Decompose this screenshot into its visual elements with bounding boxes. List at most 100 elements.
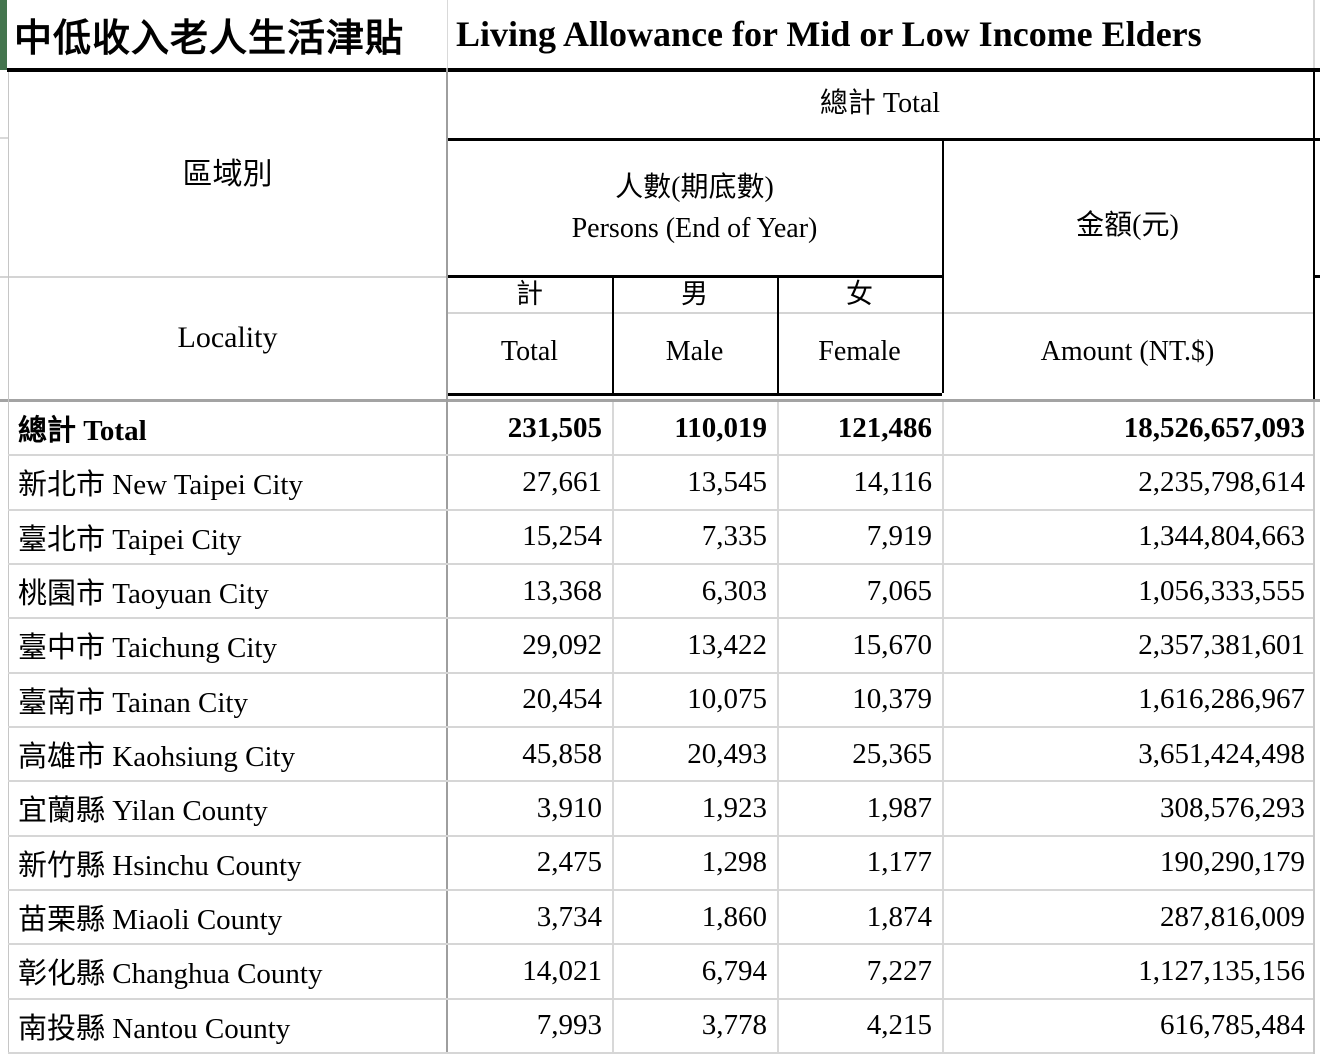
header-col-male-en[interactable]: Male [665, 336, 724, 368]
header-col-total-zh[interactable]: 計 [516, 278, 543, 309]
female-cell[interactable]: 1,177 [866, 846, 932, 879]
female-cell[interactable]: 1,874 [866, 900, 932, 933]
table-row: 新竹縣 Hsinchu County 2,475 1,298 1,177 190,290… [8, 837, 1313, 891]
subheader-separator [447, 312, 1313, 314]
total-cell[interactable]: 3,734 [536, 900, 602, 933]
total-cell[interactable]: 15,254 [522, 520, 602, 553]
male-cell[interactable]: 13,545 [687, 465, 767, 498]
amount-cell[interactable]: 616,785,484 [1160, 1009, 1305, 1042]
header-locality-zh[interactable]: 區域別 [182, 157, 273, 191]
female-cell[interactable]: 121,486 [837, 411, 932, 444]
window-edge-accent [0, 0, 7, 70]
table-row: 高雄市 Kaohsiung City 45,858 20,493 25,365 3,65… [8, 728, 1313, 783]
female-cell[interactable]: 7,227 [866, 954, 932, 987]
header-total-group[interactable]: 總計 Total [819, 87, 941, 119]
amount-cell[interactable]: 3,651,424,498 [1138, 737, 1305, 770]
male-cell[interactable]: 3,778 [701, 1009, 767, 1042]
amount-cell[interactable]: 287,816,009 [1160, 900, 1305, 933]
locality-cell[interactable]: 高雄市 Kaohsiung City [18, 741, 296, 774]
locality-cell[interactable]: 苗栗縣 Miaoli County [18, 904, 283, 937]
grid-line [1313, 0, 1315, 68]
header-col-total-en[interactable]: Total [500, 336, 559, 368]
locality-cell[interactable]: 臺南市 Tainan City [18, 686, 248, 719]
amount-cell[interactable]: 190,290,179 [1160, 846, 1305, 879]
female-cell[interactable]: 4,215 [866, 1009, 932, 1042]
table-row: 南投縣 Nantou County 7,993 3,778 4,215 616,785,… [8, 1000, 1313, 1054]
female-cell[interactable]: 10,379 [852, 683, 932, 716]
table-row: 桃園市 Taoyuan City 13,368 6,303 7,065 1,056,33… [8, 565, 1313, 620]
header-bottom-line [0, 399, 1320, 402]
total-cell[interactable]: 14,021 [522, 954, 602, 987]
amount-cell[interactable]: 2,357,381,601 [1138, 628, 1305, 661]
amount-cell[interactable]: 18,526,657,093 [1123, 411, 1305, 444]
female-cell[interactable]: 25,365 [852, 737, 932, 770]
grid-line [447, 0, 448, 68]
total-cell[interactable]: 3,910 [536, 791, 602, 824]
male-cell[interactable]: 1,923 [701, 791, 767, 824]
male-cell[interactable]: 20,493 [687, 737, 767, 770]
table-row: 總計 Total 231,505 110,019 121,486 18,526,657,… [8, 402, 1313, 457]
header-col-female-zh[interactable]: 女 [846, 278, 873, 309]
table-row: 彰化縣 Changhua County 14,021 6,794 7,227 1,127… [8, 945, 1313, 1000]
total-cell[interactable]: 45,858 [522, 737, 602, 770]
header-locality-en[interactable]: Locality [177, 321, 278, 354]
header-amount-border [942, 140, 944, 393]
locality-cell[interactable]: 桃園市 Taoyuan City [18, 578, 269, 611]
amount-cell[interactable]: 1,056,333,555 [1138, 574, 1305, 607]
locality-cell[interactable]: 臺北市 Taipei City [18, 523, 242, 556]
data-col-gridline [942, 402, 944, 1054]
data-col-gridline [612, 402, 614, 1054]
female-cell[interactable]: 1,987 [866, 791, 932, 824]
male-cell[interactable]: 10,075 [687, 683, 767, 716]
total-cell[interactable]: 231,505 [507, 411, 602, 444]
persons-bottom-border [447, 275, 942, 278]
total-group-bottom-border [447, 138, 1320, 141]
header-col-female-en[interactable]: Female [818, 336, 901, 368]
female-cell[interactable]: 14,116 [853, 465, 932, 498]
amount-cell[interactable]: 1,616,286,967 [1138, 683, 1305, 716]
grid-line [0, 137, 8, 139]
locality-cell[interactable]: 臺中市 Taichung City [18, 632, 277, 665]
amount-cell[interactable]: 1,127,135,156 [1138, 954, 1305, 987]
locality-cell[interactable]: 新北市 New Taipei City [18, 469, 303, 502]
total-cell[interactable]: 20,454 [522, 683, 602, 716]
table-title-zh[interactable]: 中低收入老人生活津貼 [14, 17, 405, 60]
locality-cell[interactable]: 宜蘭縣 Yilan County [18, 795, 268, 828]
header-persons[interactable]: 人數(期底數) Persons (End of Year) [447, 141, 942, 275]
total-cell[interactable]: 13,368 [522, 574, 602, 607]
female-cell[interactable]: 7,065 [866, 574, 932, 607]
table-row: 臺北市 Taipei City 15,254 7,335 7,919 1,344,804… [8, 511, 1313, 565]
data-right-gridline [1313, 402, 1315, 1054]
header-col-male-zh[interactable]: 男 [681, 278, 708, 309]
table-row: 臺南市 Tainan City 20,454 10,075 10,379 1,616,2… [8, 674, 1313, 728]
locality-cell[interactable]: 彰化縣 Changhua County [18, 958, 323, 991]
header-col-amount-en[interactable]: Amount (NT.$) [1040, 336, 1215, 368]
table-title-en[interactable]: Living Allowance for Mid or Low Income E… [456, 14, 1202, 54]
margin-border-tick [1313, 275, 1320, 278]
male-cell[interactable]: 1,860 [701, 900, 767, 933]
table-row: 新北市 New Taipei City 27,661 13,545 14,116 2,2… [8, 456, 1313, 511]
table-row: 宜蘭縣 Yilan County 3,910 1,923 1,987 308,576,2… [8, 782, 1313, 837]
female-cell[interactable]: 15,670 [852, 628, 932, 661]
header-col-border [777, 277, 779, 393]
male-cell[interactable]: 13,422 [687, 628, 767, 661]
locality-cell[interactable]: 總計 Total [18, 415, 147, 448]
male-cell[interactable]: 110,019 [674, 411, 767, 444]
locality-cell[interactable]: 新竹縣 Hsinchu County [18, 849, 302, 882]
male-cell[interactable]: 1,298 [701, 846, 767, 879]
amount-cell[interactable]: 2,235,798,614 [1138, 465, 1305, 498]
title-bottom-border [7, 68, 1320, 72]
male-cell[interactable]: 6,794 [701, 954, 767, 987]
total-cell[interactable]: 2,475 [536, 846, 602, 879]
total-cell[interactable]: 27,661 [522, 465, 602, 498]
locality-cell[interactable]: 南投縣 Nantou County [18, 1012, 291, 1045]
total-cell[interactable]: 7,993 [536, 1009, 602, 1042]
female-cell[interactable]: 7,919 [866, 520, 932, 553]
amount-cell[interactable]: 308,576,293 [1160, 791, 1305, 824]
locality-separator [0, 276, 447, 278]
amount-cell[interactable]: 1,344,804,663 [1138, 520, 1305, 553]
male-cell[interactable]: 6,303 [701, 574, 767, 607]
male-cell[interactable]: 7,335 [701, 520, 767, 553]
header-amount-zh[interactable]: 金額(元) [1076, 210, 1179, 242]
total-cell[interactable]: 29,092 [522, 628, 602, 661]
